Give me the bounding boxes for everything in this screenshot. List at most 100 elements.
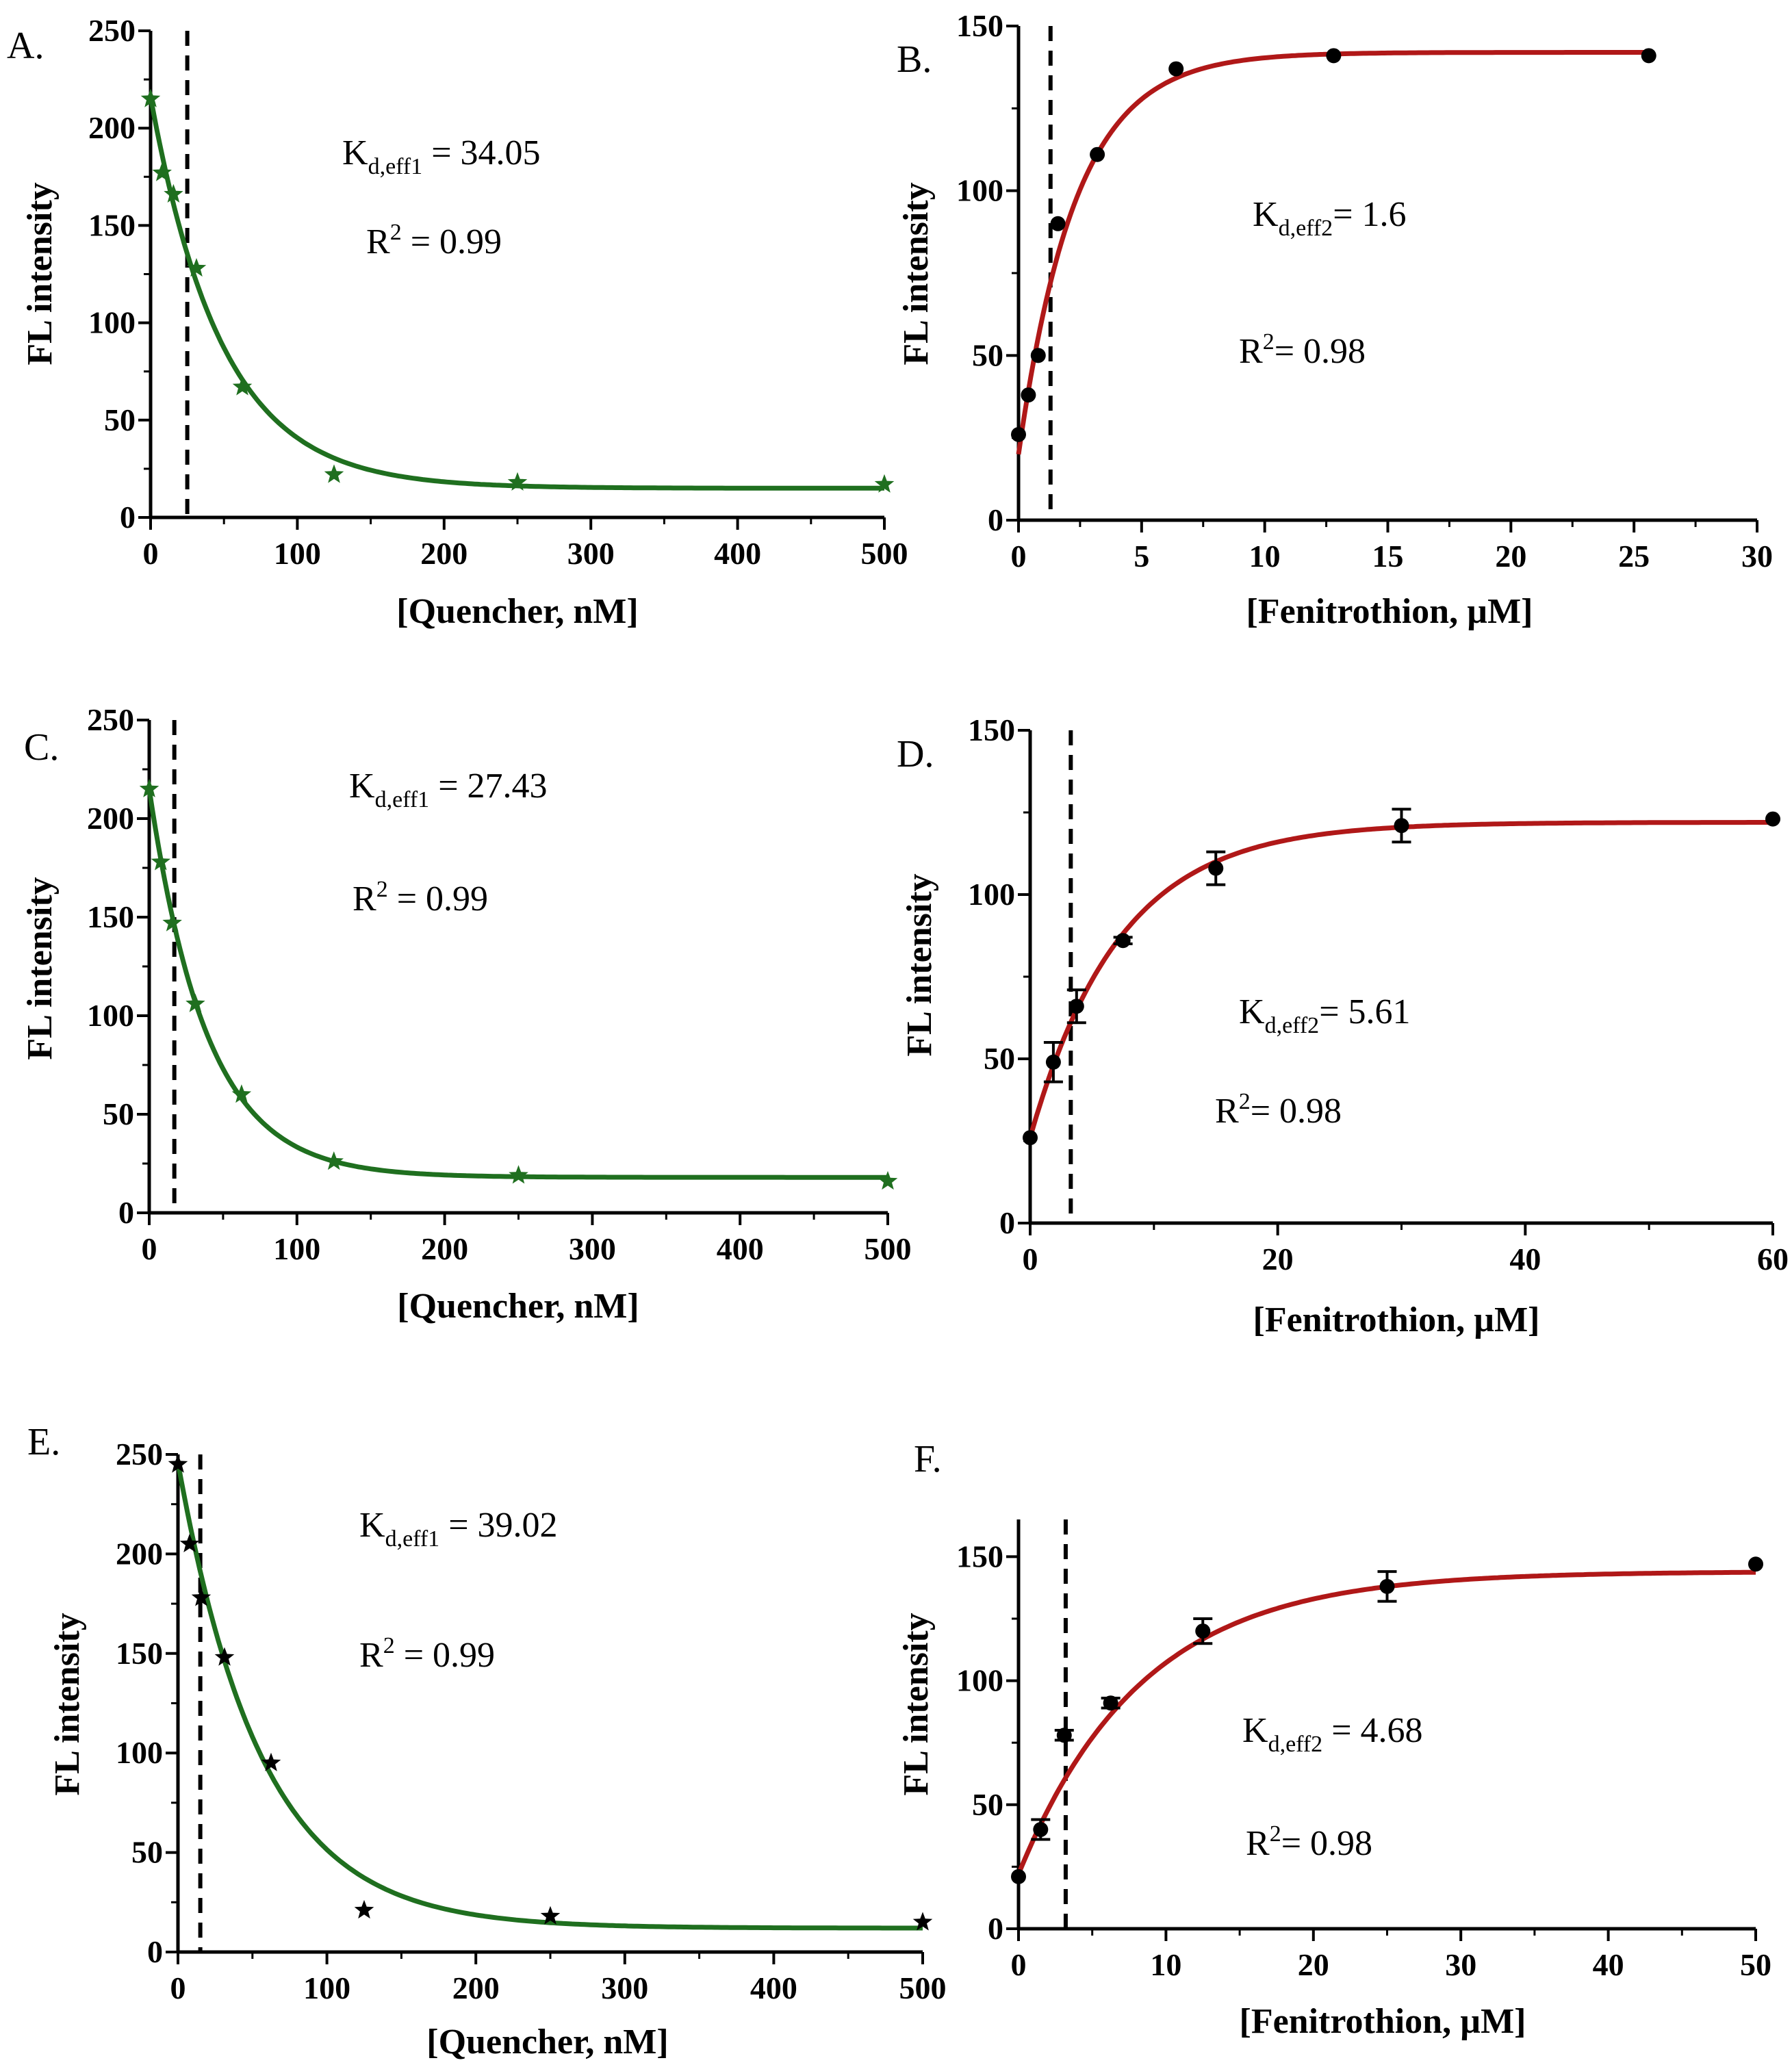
- kd-annotation: Kd,eff2= 5.61: [1239, 992, 1411, 1038]
- x-tick-label: 100: [274, 536, 321, 571]
- y-tick-label: 150: [88, 207, 136, 242]
- y-tick-label: 100: [956, 1663, 1003, 1698]
- y-axis-label: FL intensity: [48, 1613, 87, 1795]
- x-axis-label: [Fenitrothion, µM]: [1246, 592, 1533, 631]
- data-point: [354, 1899, 374, 1919]
- chart-panel-3: C. 0 100 200 300 400 500 0 50 100 150 200 250 [Quench…: [21, 702, 912, 1326]
- data-point: [324, 1151, 344, 1170]
- panel-letter: C.: [24, 726, 59, 769]
- x-tick-label: 10: [1249, 539, 1281, 574]
- x-tick-label: 300: [601, 1970, 648, 2005]
- data-point: [912, 1912, 933, 1931]
- x-tick-label: 500: [865, 1231, 912, 1266]
- y-tick-label: 50: [104, 402, 136, 437]
- data-point: [1748, 1556, 1763, 1572]
- data-point: [1033, 1822, 1049, 1838]
- panel-letter: D.: [897, 733, 934, 775]
- data-point: [1050, 216, 1066, 231]
- x-tick-label: 0: [170, 1970, 186, 2005]
- x-axis-label: [Quencher, nM]: [397, 1287, 639, 1326]
- data-point: [1045, 1054, 1061, 1070]
- data-point: [1056, 1728, 1072, 1743]
- data-point: [151, 851, 171, 871]
- data-point: [1021, 387, 1036, 403]
- data-point: [1090, 146, 1105, 162]
- y-tick-label: 0: [120, 500, 136, 535]
- x-tick-label: 25: [1618, 539, 1650, 574]
- data-point: [1103, 1695, 1118, 1711]
- x-tick-label: 5: [1134, 539, 1149, 574]
- y-tick-label: 200: [87, 801, 134, 836]
- data-point: [232, 376, 253, 396]
- x-axis-label: [Quencher, nM]: [426, 2023, 668, 2062]
- data-point: [261, 1752, 281, 1771]
- x-axis-label: [Fenitrothion, µM]: [1253, 1300, 1540, 1339]
- data-point: [185, 993, 205, 1012]
- x-tick-label: 20: [1298, 1947, 1329, 1982]
- y-tick-label: 0: [999, 1205, 1015, 1240]
- x-tick-label: 300: [569, 1231, 616, 1266]
- data-point: [509, 1165, 528, 1184]
- fit-curve: [175, 1461, 923, 1931]
- x-tick-label: 20: [1262, 1242, 1294, 1276]
- data-point: [168, 1454, 188, 1473]
- x-axis-label: [Quencher, nM]: [396, 592, 638, 631]
- x-tick-label: 400: [717, 1231, 764, 1266]
- y-tick-label: 250: [116, 1437, 163, 1472]
- data-point: [162, 912, 182, 932]
- y-axis-label: FL intensity: [900, 873, 939, 1056]
- r-squared-annotation: R2 = 0.99: [366, 220, 502, 261]
- x-tick-label: 30: [1445, 1947, 1476, 1982]
- kd-annotation: Kd,eff1 = 27.43: [349, 767, 548, 812]
- data-point: [874, 474, 895, 493]
- y-tick-label: 150: [968, 712, 1015, 747]
- y-tick-label: 100: [968, 877, 1015, 912]
- y-tick-label: 0: [147, 1934, 163, 1969]
- x-axis-label: [Fenitrothion, µM]: [1240, 2002, 1526, 2041]
- data-point: [1011, 1869, 1026, 1884]
- y-tick-label: 100: [956, 173, 1003, 208]
- y-axis-label: FL intensity: [21, 877, 60, 1060]
- data-point: [231, 1084, 252, 1103]
- kd-annotation: Kd,eff2 = 4.68: [1242, 1711, 1423, 1757]
- y-axis-label: FL intensity: [897, 1613, 936, 1795]
- data-point: [878, 1170, 898, 1190]
- chart-panel-2: B. 0 5 10 15 20 25 30 0 50 100 150 [Fenitrothion, µM…: [897, 8, 1773, 631]
- x-tick-label: 100: [273, 1231, 320, 1266]
- kd-annotation: Kd,eff2= 1.6: [1253, 195, 1407, 241]
- x-tick-label: 400: [750, 1970, 797, 2005]
- x-tick-label: 300: [567, 536, 615, 571]
- y-tick-label: 200: [116, 1536, 163, 1571]
- x-tick-label: 0: [1011, 539, 1027, 574]
- y-axis-label: FL intensity: [897, 182, 936, 365]
- data-point: [1115, 933, 1131, 949]
- y-tick-label: 0: [988, 1911, 1003, 1946]
- x-tick-label: 60: [1757, 1242, 1789, 1276]
- y-tick-label: 150: [87, 899, 134, 934]
- r-squared-annotation: R2= 0.98: [1239, 329, 1366, 371]
- data-point: [1030, 348, 1046, 363]
- kd-annotation: Kd,eff1 = 39.02: [359, 1506, 558, 1552]
- data-point: [139, 778, 159, 797]
- kd-annotation: Kd,eff1 = 34.05: [342, 133, 541, 179]
- data-point: [1011, 426, 1026, 442]
- y-tick-label: 200: [88, 110, 136, 145]
- data-point: [507, 472, 528, 491]
- r-squared-annotation: R2 = 0.99: [359, 1633, 495, 1675]
- data-point: [1379, 1578, 1395, 1594]
- data-point: [179, 1533, 200, 1552]
- data-point: [540, 1905, 561, 1925]
- y-tick-label: 0: [118, 1195, 134, 1230]
- x-tick-label: 30: [1741, 539, 1773, 574]
- data-point: [324, 464, 344, 483]
- data-point: [191, 1587, 212, 1606]
- panel-letter: F.: [914, 1438, 942, 1480]
- r-squared-annotation: R2= 0.98: [1215, 1089, 1342, 1131]
- x-tick-label: 0: [1023, 1242, 1038, 1276]
- x-tick-label: 40: [1593, 1947, 1624, 1982]
- x-tick-label: 400: [714, 536, 761, 571]
- x-tick-label: 15: [1372, 539, 1404, 574]
- x-tick-label: 0: [143, 536, 159, 571]
